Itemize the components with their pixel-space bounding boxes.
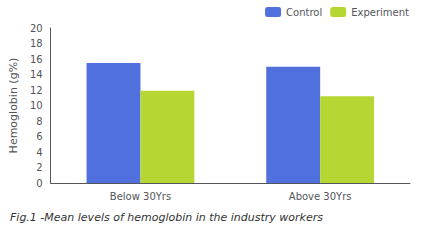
svg-text:16: 16 [30,54,43,65]
svg-text:Control: Control [286,7,322,18]
svg-text:6: 6 [36,131,42,142]
svg-text:18: 18 [30,38,43,49]
svg-text:10: 10 [30,100,43,111]
svg-text:Fig.1 -Mean levels of hemoglob: Fig.1 -Mean levels of hemoglobin in the … [10,211,323,224]
svg-text:Below 30Yrs: Below 30Yrs [110,191,171,202]
svg-text:0: 0 [36,178,42,189]
svg-text:8: 8 [36,116,42,127]
svg-text:Hemoglobin (g%): Hemoglobin (g%) [7,58,20,154]
svg-text:Above 30Yrs: Above 30Yrs [289,191,352,202]
svg-text:14: 14 [30,69,43,80]
svg-text:12: 12 [30,85,43,96]
svg-text:2: 2 [36,162,42,173]
svg-text:Experiment: Experiment [351,7,409,18]
svg-text:20: 20 [30,23,43,34]
svg-text:4: 4 [36,147,42,158]
